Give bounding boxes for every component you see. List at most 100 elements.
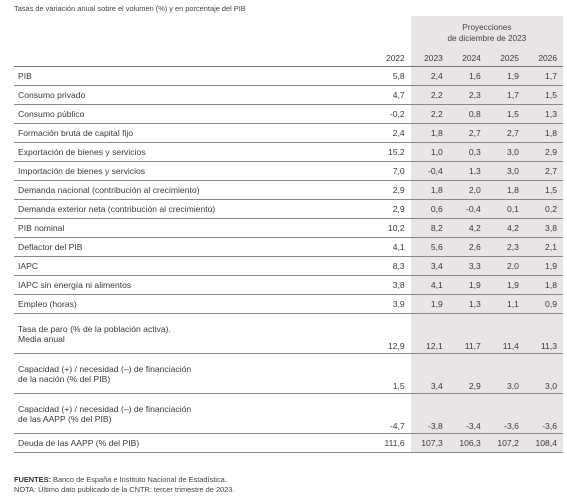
cell-2025: 2,7 xyxy=(486,123,525,143)
cell-2024: 106,3 xyxy=(448,433,487,453)
table-row: Empleo (horas) 3,9 1,9 1,3 1,1 0,9 xyxy=(14,294,563,314)
cell-2023: 1,9 xyxy=(410,294,449,314)
table-row: IAPC sin energía ni alimentos 3,8 4,1 1,9 1,… xyxy=(14,275,563,295)
cell-2026: 3,8 xyxy=(524,218,563,238)
data-note: NOTA: Último dato publicado de la CNTR: … xyxy=(14,485,235,494)
row-label: PIB xyxy=(14,66,373,86)
cell-2025: 2,3 xyxy=(486,237,525,257)
row-label-line: PIB xyxy=(18,71,32,81)
cell-2023: 1,8 xyxy=(410,123,449,143)
row-label: IAPC sin energía ni alimentos xyxy=(14,275,373,295)
cell-2025: 2,0 xyxy=(486,256,525,276)
cell-2025: 3,0 xyxy=(486,353,525,394)
cell-2026: 1,3 xyxy=(524,104,563,124)
table-row: Tasa de paro (% de la población activa).… xyxy=(14,313,563,354)
cell-2023: 1,0 xyxy=(410,142,449,162)
cell-2026: 108,4 xyxy=(524,433,563,453)
year-header-2024: 2024 xyxy=(448,50,487,67)
cell-2023: 2,2 xyxy=(410,85,449,105)
cell-2025: 1,1 xyxy=(486,294,525,314)
projections-header-row: Proyecciones de diciembre de 2023 xyxy=(14,16,563,50)
cell-2025: 1,8 xyxy=(486,180,525,200)
cell-2025: 3,0 xyxy=(486,161,525,181)
row-label-line: Capacidad (+) / necesidad (–) de financi… xyxy=(18,403,192,414)
cell-2025: -3,6 xyxy=(486,393,525,434)
projections-header: Proyecciones de diciembre de 2023 xyxy=(410,16,563,50)
cell-2025: 11,4 xyxy=(486,313,525,354)
cell-2024: -0,4 xyxy=(448,199,487,219)
row-label: Empleo (horas) xyxy=(14,294,373,314)
cell-2025: 0,1 xyxy=(486,199,525,219)
cell-2022: 10,2 xyxy=(372,218,411,238)
cell-2022: -4,7 xyxy=(372,393,411,434)
cell-2023: 1,8 xyxy=(410,180,449,200)
cell-2023: -3,8 xyxy=(410,393,449,434)
row-label: Capacidad (+) / necesidad (–) de financi… xyxy=(14,353,373,394)
cell-2026: 3,0 xyxy=(524,353,563,394)
row-label: Consumo privado xyxy=(14,85,373,105)
cell-2022: 8,3 xyxy=(372,256,411,276)
row-label-line: Capacidad (+) / necesidad (–) de financi… xyxy=(18,363,192,374)
row-label: Importación de bienes y servicios xyxy=(14,161,373,181)
cell-2022: 1,5 xyxy=(372,353,411,394)
row-label: Deuda de las AAPP (% del PIB) xyxy=(14,433,373,453)
row-label-line: PIB nominal xyxy=(18,223,65,233)
cell-2023: 3,4 xyxy=(410,353,449,394)
row-label-line: Demanda exterior neta (contribución al c… xyxy=(18,204,216,214)
row-label: Demanda exterior neta (contribución al c… xyxy=(14,199,373,219)
table-row: Demanda exterior neta (contribución al c… xyxy=(14,199,563,219)
cell-2024: 3,3 xyxy=(448,256,487,276)
year-header-2023: 2023 xyxy=(410,50,449,67)
row-label-line: IAPC xyxy=(18,261,39,271)
cell-2024: 1,3 xyxy=(448,294,487,314)
table-row: Consumo privado 4,7 2,2 2,3 1,7 1,5 xyxy=(14,85,563,105)
cell-2024: 2,3 xyxy=(448,85,487,105)
cell-2026: 1,8 xyxy=(524,123,563,143)
cell-2022: -0,2 xyxy=(372,104,411,124)
table-row: Importación de bienes y servicios 7,0 -0,4… xyxy=(14,161,563,181)
row-label-line: Importación de bienes y servicios xyxy=(18,166,146,176)
row-label-line: Deflactor del PIB xyxy=(18,242,83,252)
cell-2022: 3,8 xyxy=(372,275,411,295)
year-header-2026: 2026 xyxy=(524,50,563,67)
cell-2022: 3,9 xyxy=(372,294,411,314)
cell-2023: 2,4 xyxy=(410,66,449,86)
sources-note: FUENTES: Banco de España e Instituto Nac… xyxy=(14,475,234,485)
row-label: IAPC xyxy=(14,256,373,276)
projections-table: Proyecciones de diciembre de 2023 2022 2… xyxy=(14,16,563,453)
cell-2026: 1,8 xyxy=(524,275,563,295)
table-subtitle: Tasas de variación anual sobre el volume… xyxy=(14,4,246,13)
cell-2026: 2,7 xyxy=(524,161,563,181)
row-label-line: Deuda de las AAPP (% del PIB) xyxy=(18,438,140,448)
sources-label: FUENTES: xyxy=(14,475,51,484)
cell-2024: 2,0 xyxy=(448,180,487,200)
row-label-line: de las AAPP (% del PIB) xyxy=(18,413,112,424)
row-label-line: Consumo público xyxy=(18,109,85,119)
row-label: Consumo público xyxy=(14,104,373,124)
projections-header-line1: Proyecciones xyxy=(462,23,512,32)
year-header-2025: 2025 xyxy=(486,50,525,67)
cell-2024: 0,3 xyxy=(448,142,487,162)
cell-2023: 5,6 xyxy=(410,237,449,257)
row-label: PIB nominal xyxy=(14,218,373,238)
row-label-line: Demanda nacional (contribución al crecim… xyxy=(18,185,200,195)
cell-2023: 0,6 xyxy=(410,199,449,219)
cell-2025: 1,5 xyxy=(486,104,525,124)
cell-2024: 1,3 xyxy=(448,161,487,181)
cell-2022: 4,7 xyxy=(372,85,411,105)
table-row: Deuda de las AAPP (% del PIB) 111,6 107,3 1… xyxy=(14,433,563,453)
table-row: Consumo público -0,2 2,2 0,8 1,5 1,3 xyxy=(14,104,563,124)
cell-2026: -3,6 xyxy=(524,393,563,434)
row-label-line: Exportación de bienes y servicios xyxy=(18,147,146,157)
cell-2026: 1,5 xyxy=(524,180,563,200)
row-label: Tasa de paro (% de la población activa).… xyxy=(14,313,373,354)
row-label: Formación bruta de capital fijo xyxy=(14,123,373,143)
table-row: IAPC 8,3 3,4 3,3 2,0 1,9 xyxy=(14,256,563,276)
cell-2022: 2,4 xyxy=(372,123,411,143)
cell-2026: 0,9 xyxy=(524,294,563,314)
table-row: Exportación de bienes y servicios 15,2 1,0… xyxy=(14,142,563,162)
cell-2025: 107,2 xyxy=(486,433,525,453)
cell-2024: 1,9 xyxy=(448,275,487,295)
cell-2022: 12,9 xyxy=(372,313,411,354)
table-body: PIB 5,8 2,4 1,6 1,9 1,7 Consumo privado 4,7 2,2 2… xyxy=(14,66,563,453)
